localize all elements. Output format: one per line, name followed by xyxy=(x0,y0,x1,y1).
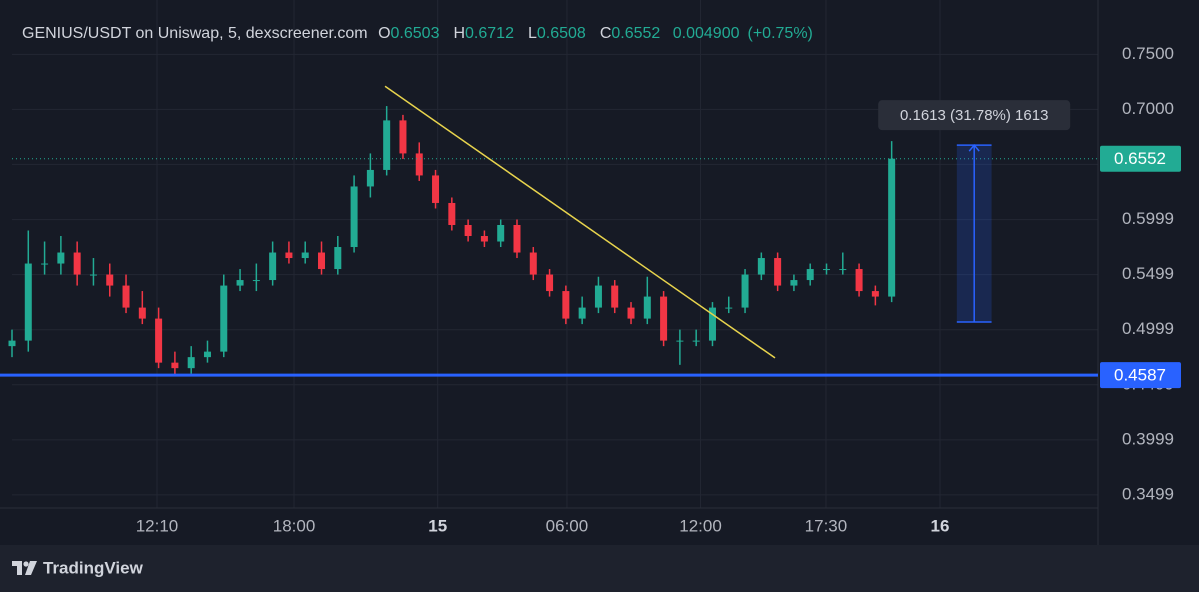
candle-body xyxy=(318,252,326,270)
x-tick-label: 06:00 xyxy=(546,516,589,535)
y-tick-label: 0.5999 xyxy=(1122,209,1174,228)
legend-key: L xyxy=(527,25,537,42)
y-tick-label: 0.4999 xyxy=(1122,319,1174,338)
legend-value: 0.6508 xyxy=(536,25,586,42)
candle-body xyxy=(236,280,244,286)
candle-body xyxy=(399,120,407,154)
candle-body xyxy=(594,285,602,308)
candle-body xyxy=(73,252,81,275)
candle-body xyxy=(692,340,700,342)
candle-body xyxy=(301,252,309,259)
y-tick-label: 0.3999 xyxy=(1122,429,1174,448)
candle-body xyxy=(562,291,570,319)
legend-value: 0.6552 xyxy=(611,25,661,42)
candle-body xyxy=(171,362,179,369)
candle-body xyxy=(432,175,440,203)
candle-body xyxy=(839,269,847,271)
candle-body xyxy=(203,351,211,358)
last-price-tag xyxy=(1100,145,1181,172)
candle-body xyxy=(122,285,130,308)
x-tick-label: 12:00 xyxy=(679,516,722,535)
candle-body xyxy=(611,285,619,308)
candle-body xyxy=(24,263,32,341)
candle-body xyxy=(725,307,733,309)
header: GENIUS/USDT on Uniswap, 5, dexscreener.c… xyxy=(22,25,821,43)
tradingview-logo xyxy=(12,561,37,575)
title: GENIUS/USDT on Uniswap, 5, dexscreener.c… xyxy=(22,25,368,42)
candle-body xyxy=(89,274,97,276)
candle-body xyxy=(187,357,195,369)
candle-body xyxy=(790,280,798,286)
candle-body xyxy=(269,252,277,281)
candle-body xyxy=(855,269,863,292)
candle-body xyxy=(497,224,505,242)
candle-body xyxy=(529,252,537,275)
candle-body xyxy=(708,307,716,341)
candle-body xyxy=(627,307,635,319)
candle-body xyxy=(464,224,472,237)
support-label: 0.4587 xyxy=(1114,366,1166,385)
y-tick-label: 0.7500 xyxy=(1122,44,1174,63)
x-tick-label: 12:10 xyxy=(136,516,179,535)
candle-body xyxy=(806,269,814,281)
x-tick-label: 17:30 xyxy=(805,516,848,535)
candle-body xyxy=(888,158,896,297)
legend-value: 0.6712 xyxy=(465,25,514,42)
change: 0.004900 xyxy=(672,25,740,42)
candle-body xyxy=(448,202,456,225)
x-tick-label: 18:00 xyxy=(273,516,316,535)
last-price-label: 0.6552 xyxy=(1114,149,1166,168)
measure-label: 0.1613 (31.78%) 1613 xyxy=(900,107,1048,124)
candle-body xyxy=(643,296,651,319)
support-tag xyxy=(1100,362,1181,389)
candle-body xyxy=(155,318,163,363)
candle-body xyxy=(138,307,146,319)
legend-key: O xyxy=(378,25,391,42)
candle-body xyxy=(383,120,391,170)
legend-key: H xyxy=(453,25,466,42)
candle-body xyxy=(757,258,765,275)
candle-body xyxy=(741,274,749,308)
y-tick-label: 0.3499 xyxy=(1122,484,1174,503)
brand: TradingView xyxy=(43,558,144,577)
candle-body xyxy=(578,307,586,319)
measure-arrowhead xyxy=(968,143,980,152)
candle-body xyxy=(546,274,554,292)
trendline xyxy=(384,85,776,359)
ohlc-legend: O0.6503 H0.6712 L0.6508 C0.6552 xyxy=(372,25,668,42)
candle-body xyxy=(350,186,358,248)
candle-body xyxy=(676,340,684,342)
y-tick-label: 0.5499 xyxy=(1122,264,1174,283)
candle-body xyxy=(823,269,830,271)
candle-body xyxy=(252,280,260,282)
candle-body xyxy=(366,169,374,187)
measure-label-bg xyxy=(878,100,1071,131)
x-tick-label: 16 xyxy=(931,516,950,535)
candle-body xyxy=(8,340,16,347)
candle-body xyxy=(513,224,521,253)
candle-body xyxy=(415,153,423,176)
candle-body xyxy=(106,274,114,286)
x-tick-label: 15 xyxy=(428,516,447,535)
candle-body xyxy=(220,285,228,352)
candle-body xyxy=(660,296,668,341)
candle-body xyxy=(57,252,65,264)
candle-body xyxy=(41,263,49,265)
footer xyxy=(0,545,1199,592)
y-tick-label: 0.7000 xyxy=(1122,99,1174,118)
legend-key: C xyxy=(599,25,612,42)
candle-body xyxy=(480,236,488,242)
candle-body xyxy=(334,247,342,270)
change-pct: (+0.75%) xyxy=(747,25,813,42)
candle-body xyxy=(871,291,879,297)
candle-body xyxy=(285,252,293,259)
candle-body xyxy=(774,258,782,286)
legend-value: 0.6503 xyxy=(390,25,440,42)
plot xyxy=(8,0,1098,508)
